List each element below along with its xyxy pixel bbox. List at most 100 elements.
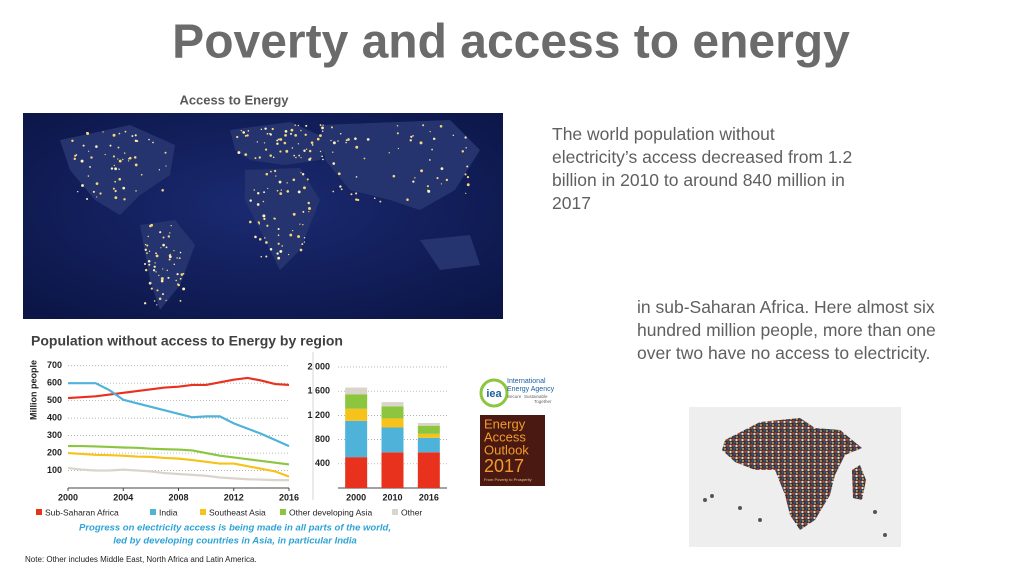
city-light (308, 149, 312, 153)
city-light (146, 244, 149, 247)
city-light (305, 148, 308, 150)
city-light (339, 185, 342, 188)
city-light (422, 124, 425, 127)
city-light (155, 254, 159, 258)
city-light (332, 162, 336, 165)
city-light (265, 241, 268, 244)
city-light (257, 221, 260, 224)
city-light (406, 198, 409, 201)
city-light (301, 243, 304, 246)
city-light (165, 246, 168, 249)
city-light (112, 187, 115, 190)
city-light (88, 150, 90, 152)
legend-label: India (159, 507, 178, 517)
city-light (322, 124, 324, 126)
city-light (96, 196, 98, 198)
city-light (283, 141, 287, 145)
city-light (299, 248, 303, 252)
city-light (347, 138, 350, 141)
bar-segment (345, 394, 368, 409)
city-light (410, 135, 413, 138)
bar-segment (345, 408, 368, 421)
city-light (152, 269, 156, 272)
city-light (267, 187, 269, 190)
report-cover: Energy Access Outlook 2017 From Poverty … (480, 415, 545, 486)
city-light (168, 258, 171, 261)
city-light (420, 169, 424, 173)
city-light (271, 127, 274, 131)
bar-segment (381, 402, 404, 407)
y-tick-label: 500 (47, 395, 62, 405)
y-tick-label: 600 (47, 378, 62, 388)
city-light (363, 157, 366, 160)
city-light (426, 189, 429, 192)
city-light (112, 155, 116, 158)
city-light (287, 253, 290, 256)
city-light (149, 281, 152, 285)
city-light (286, 182, 288, 184)
city-light (272, 156, 275, 158)
y-tick-label: 400 (47, 413, 62, 423)
city-light (308, 210, 310, 213)
city-light (86, 131, 88, 134)
city-light (179, 299, 182, 302)
city-light (269, 154, 272, 157)
city-light (431, 148, 434, 151)
logo-motto: Together (534, 399, 552, 404)
logo-text: International (507, 378, 546, 385)
city-light (182, 272, 185, 275)
x-tick-label: 2010 (382, 492, 402, 502)
city-light (295, 156, 297, 159)
city-light (284, 134, 287, 137)
city-light (160, 279, 164, 283)
report-tagline: From Poverty to Prosperity (484, 477, 532, 482)
city-light (337, 140, 339, 142)
city-light (117, 158, 119, 160)
city-light (292, 212, 296, 216)
city-light (290, 128, 294, 132)
city-light (99, 192, 102, 195)
city-light (165, 165, 167, 167)
bar-segment (381, 452, 404, 488)
city-light (388, 152, 390, 154)
city-light (291, 147, 294, 149)
x-tick-label: 2000 (58, 492, 78, 502)
city-light (162, 243, 165, 247)
series-line (67, 376, 290, 400)
city-light (392, 174, 396, 178)
city-light (366, 138, 370, 141)
city-light (279, 150, 282, 153)
city-light (118, 177, 122, 181)
city-light (122, 186, 126, 190)
city-light (258, 238, 262, 241)
city-light (332, 190, 335, 193)
city-light (319, 134, 322, 138)
city-light (180, 273, 184, 276)
city-light (264, 148, 268, 151)
map-caption: Access to Energy (179, 92, 289, 107)
bar-segment (345, 420, 368, 458)
report-text: Outlook (484, 442, 529, 457)
x-tick-label: 2012 (224, 492, 244, 502)
city-light (133, 156, 137, 159)
city-light (466, 175, 470, 179)
y-tick-label: 700 (47, 360, 62, 370)
city-light (256, 141, 258, 143)
city-light (355, 145, 359, 149)
legend-label: Other (401, 507, 422, 517)
city-light (110, 167, 114, 170)
city-light (123, 198, 126, 201)
bar-segment (381, 406, 404, 419)
city-light (170, 225, 172, 227)
city-light (149, 224, 152, 228)
city-light (134, 134, 137, 137)
city-light (148, 250, 151, 252)
city-light (269, 247, 273, 251)
africa-crowd-photo (689, 407, 901, 547)
city-light (140, 173, 143, 176)
city-light (117, 146, 120, 149)
city-light (95, 145, 98, 148)
city-light (169, 253, 172, 256)
city-light (311, 144, 314, 146)
